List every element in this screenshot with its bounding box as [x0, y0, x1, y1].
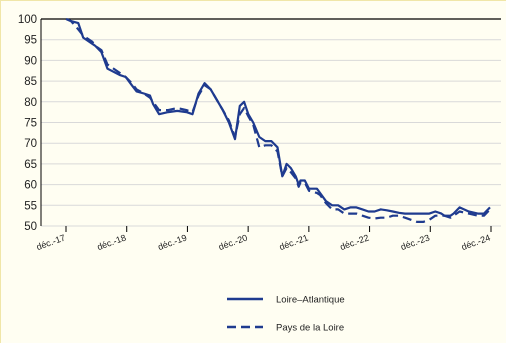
y-tick-label: 70 [24, 138, 37, 150]
grid-layer [41, 18, 501, 227]
series-line-loire-atlantique [65, 17, 491, 217]
x-tick-label: déc.-22 [339, 232, 371, 252]
legend-label: Loire–Atlantique [276, 295, 345, 306]
y-tick-label: 100 [18, 14, 37, 26]
y-tick-label: 50 [24, 221, 37, 233]
x-tick-label: déc.-20 [217, 232, 249, 252]
legend: Loire–Atlantique Pays de la Loire [227, 295, 345, 334]
x-tick-label: déc.-24 [460, 232, 492, 252]
y-tick-label: 55 [24, 200, 37, 212]
y-tick-label: 80 [24, 97, 37, 109]
y-tick-label: 95 [24, 35, 37, 47]
x-tick-label: déc.-18 [96, 232, 128, 252]
x-tick-label: déc.-19 [156, 232, 188, 252]
series-line-pays-de-la-loire [65, 17, 491, 223]
y-tick-label: 90 [24, 55, 37, 67]
y-tick-label: 75 [24, 118, 37, 130]
series-layer [65, 17, 491, 223]
y-tick-label: 65 [24, 159, 37, 171]
x-tick-label: déc.-21 [278, 232, 310, 252]
y-tick-label: 60 [24, 180, 37, 192]
y-tick-label: 85 [24, 76, 37, 88]
x-tick-label: déc.-23 [399, 232, 431, 252]
legend-label: Pays de la Loire [276, 323, 344, 334]
x-tick-label: déc.-17 [35, 232, 67, 252]
